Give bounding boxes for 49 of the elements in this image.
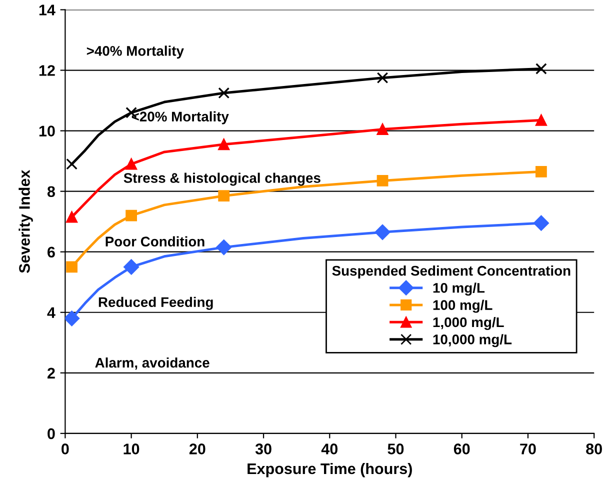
point bbox=[66, 211, 78, 223]
x-axis-title: Exposure Time (hours) bbox=[248, 462, 412, 478]
x-tick-label: 50 bbox=[388, 444, 404, 454]
y-axis-title: Severity Index bbox=[18, 170, 33, 273]
y-tick-label: 8 bbox=[47, 186, 55, 198]
annotation: Poor Condition bbox=[106, 236, 204, 246]
annotation: <20% Mortality bbox=[132, 111, 229, 124]
point bbox=[126, 158, 137, 170]
point bbox=[536, 63, 547, 74]
y-tick-label: 4 bbox=[47, 307, 56, 318]
point bbox=[218, 190, 230, 202]
x-tick-label: 30 bbox=[255, 444, 272, 454]
point bbox=[376, 175, 388, 186]
annotation: Stress & histological changes bbox=[124, 172, 320, 186]
legend-label: 1,000 mg/L bbox=[433, 316, 504, 330]
point bbox=[218, 87, 230, 99]
point bbox=[216, 240, 232, 256]
point bbox=[66, 158, 78, 170]
point bbox=[374, 224, 390, 240]
x-tick-label: 20 bbox=[189, 444, 206, 454]
annotation: Reduced Feeding bbox=[98, 296, 213, 310]
point bbox=[65, 310, 80, 326]
x-tick-label: 60 bbox=[454, 444, 470, 454]
y-tick-label: 14 bbox=[39, 4, 56, 16]
y-tick-label: 6 bbox=[48, 246, 55, 258]
annotation: >40% Mortality bbox=[86, 46, 184, 59]
x-tick-label: 10 bbox=[124, 444, 140, 454]
legend-label: 10,000 mg/L bbox=[433, 334, 512, 348]
point bbox=[533, 215, 549, 231]
point bbox=[536, 114, 547, 126]
x-tick-label: 0 bbox=[62, 444, 69, 454]
y-tick-label: 12 bbox=[39, 65, 55, 76]
y-tick-label: 10 bbox=[39, 126, 55, 136]
point bbox=[126, 210, 137, 222]
x-tick-label: 40 bbox=[321, 444, 338, 454]
y-tick-label: 0 bbox=[48, 428, 55, 440]
point bbox=[376, 72, 388, 84]
point bbox=[66, 261, 78, 273]
x-tick-label: 70 bbox=[520, 444, 536, 454]
point bbox=[536, 166, 547, 178]
legend-title: Suspended Sediment Concentration bbox=[332, 266, 570, 278]
y-tick-label: 2 bbox=[48, 368, 55, 378]
x-tick-label: 80 bbox=[586, 444, 602, 454]
point bbox=[124, 259, 140, 275]
point bbox=[218, 138, 230, 150]
legend-label: 100 mg/L bbox=[433, 300, 492, 313]
legend-label: 10 mg/L bbox=[433, 282, 485, 296]
annotation: Alarm, avoidance bbox=[95, 357, 210, 370]
point bbox=[376, 124, 388, 135]
